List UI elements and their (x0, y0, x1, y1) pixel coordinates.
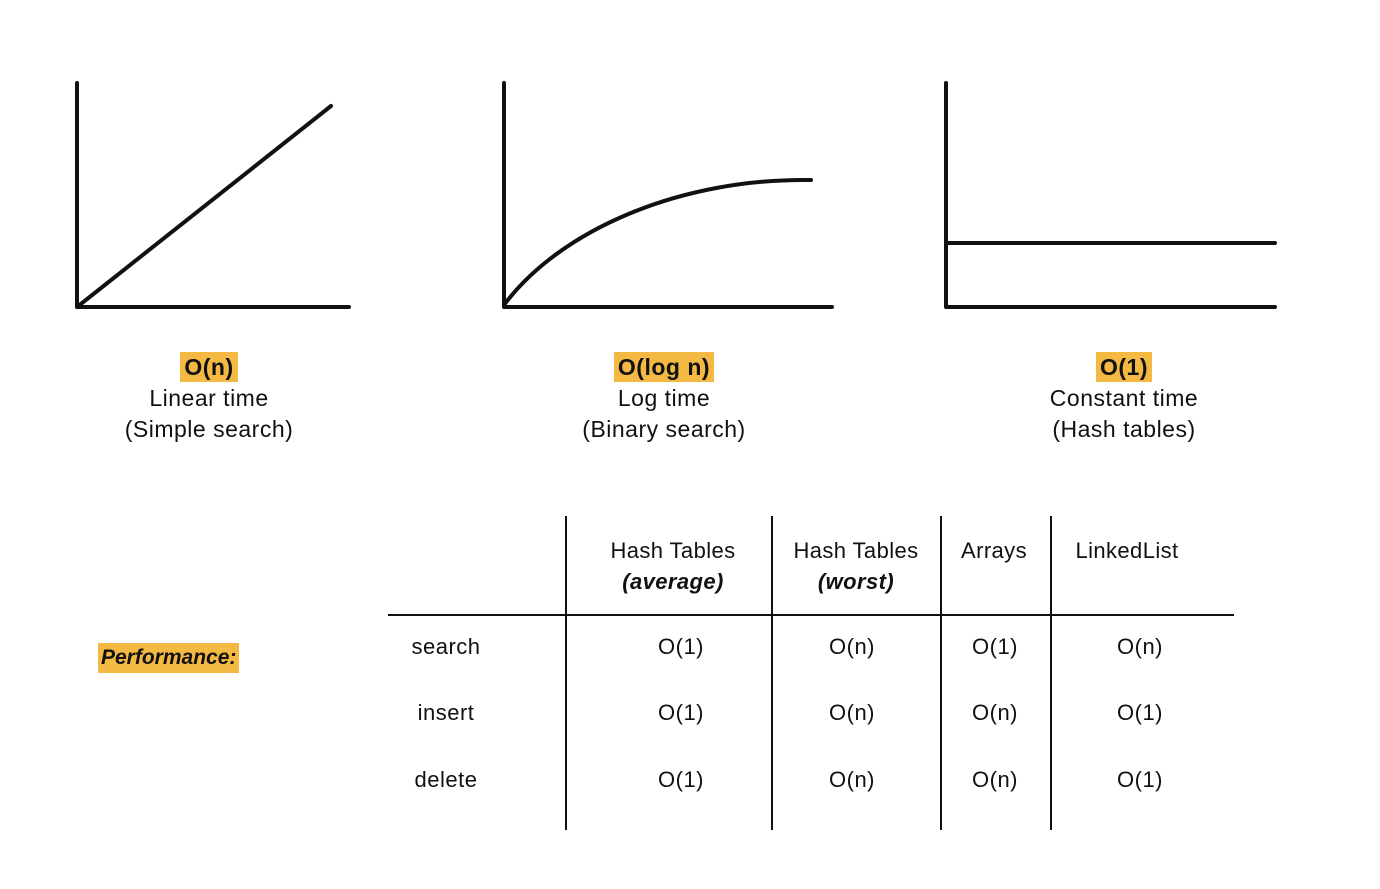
constant-graph-axes (944, 81, 1277, 309)
table-column-divider (771, 516, 773, 830)
table-cell: O(1) (1117, 700, 1163, 725)
linear-name: Linear time (149, 385, 269, 411)
complexity-graphs (75, 81, 1277, 309)
table-cell: O(n) (1117, 634, 1163, 659)
row-operation: insert (417, 700, 475, 725)
table-cell: O(n) (829, 700, 875, 725)
constant-caption: O(1) Constant time (Hash tables) (964, 352, 1284, 445)
column-header-subtitle: (average) (622, 569, 724, 594)
column-header-subtitle: (worst) (817, 569, 895, 594)
log-example: (Binary search) (582, 416, 746, 442)
linear-notation-badge: O(n) (180, 352, 238, 382)
table-cell: O(n) (829, 767, 875, 792)
log-notation-badge: O(log n) (613, 352, 715, 382)
row-operation: delete (414, 767, 478, 792)
log-graph-axes (502, 81, 834, 309)
table-header-divider (388, 614, 1234, 616)
performance-label: Performance: (98, 643, 240, 673)
column-header-title: Hash Tables (793, 538, 919, 563)
linear-example: (Simple search) (124, 416, 294, 442)
column-header-title: Hash Tables (610, 538, 736, 563)
constant-name: Constant time (1049, 385, 1199, 411)
table-cell: O(1) (658, 700, 704, 725)
constant-example: (Hash tables) (1052, 416, 1196, 442)
column-header-title: Arrays (961, 538, 1027, 563)
table-column-divider (940, 516, 942, 830)
row-operation: search (411, 634, 481, 659)
column-header: Hash Tables (average) (610, 535, 735, 597)
table-cell: O(1) (658, 767, 704, 792)
column-header-title: LinkedList (1075, 538, 1179, 563)
log-caption: O(log n) Log time (Binary search) (504, 352, 824, 445)
log-graph (502, 81, 834, 309)
linear-graph (75, 81, 351, 309)
log-curve (502, 177, 813, 307)
table-cell: O(1) (972, 634, 1018, 659)
log-name: Log time (617, 385, 711, 411)
table-cell: O(n) (972, 767, 1018, 792)
column-header: LinkedList (1075, 535, 1178, 566)
table-cell: O(1) (658, 634, 704, 659)
table-cell: O(1) (1117, 767, 1163, 792)
column-header: Arrays (961, 535, 1027, 566)
column-header: Hash Tables (worst) (793, 535, 918, 597)
constant-notation-badge: O(1) (1096, 352, 1152, 382)
constant-graph (944, 81, 1277, 309)
table-column-divider (1050, 516, 1052, 830)
table-cell: O(n) (829, 634, 875, 659)
table-column-divider (565, 516, 567, 830)
table-cell: O(n) (972, 700, 1018, 725)
linear-curve (75, 104, 333, 309)
linear-caption: O(n) Linear time (Simple search) (49, 352, 369, 445)
